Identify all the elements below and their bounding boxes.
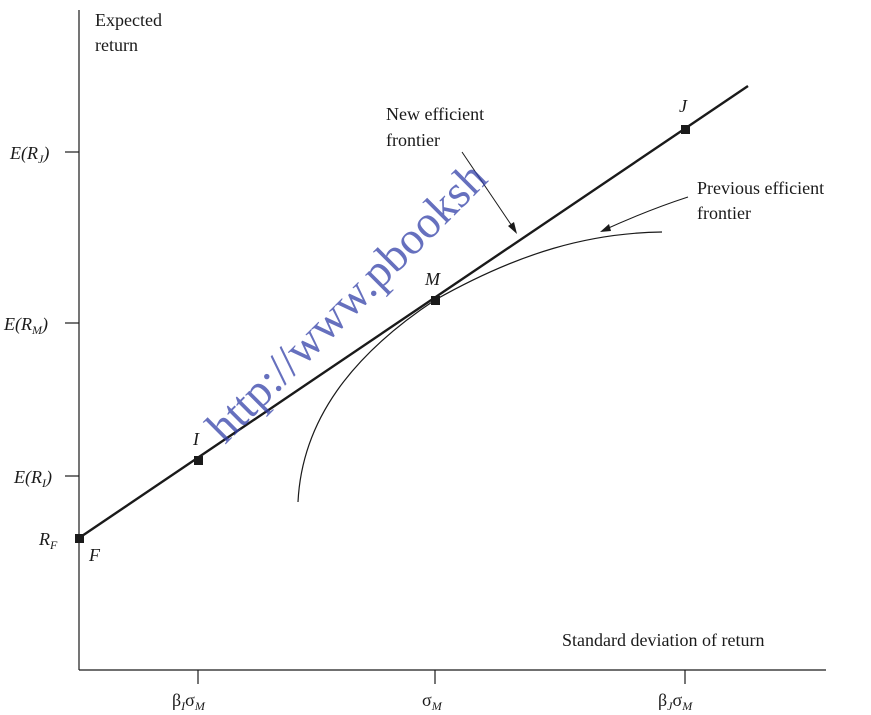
point-j-marker [681,125,690,134]
new-frontier-arrowhead [508,222,517,234]
point-i-label: I [192,429,200,449]
previous-frontier-arrow-shaft [603,196,689,231]
x-axis-title: Standard deviation of return [562,630,764,650]
previous-frontier-arrowhead [600,224,611,232]
x-tick-label-sigmam: σM [422,690,443,713]
y-axis-title-line2: return [95,35,138,55]
previous-frontier-annotation-line1: Previous efficient [697,178,824,198]
y-tick-label-erj: E(RJ) [9,143,49,166]
previous-frontier-annotation-line2: frontier [697,203,751,223]
y-axis-title-line1: Expected [95,10,162,30]
x-tick-label-betai-sigmam: βIσM [172,690,206,713]
point-m-marker [431,296,440,305]
point-f-label: F [88,545,101,565]
new-frontier-annotation-line1: New efficient [386,104,484,124]
watermark-text: http://www.pbooksh [196,152,497,453]
point-m-label: M [424,269,441,289]
point-f-marker [75,534,84,543]
new-frontier-arrow-shaft [461,151,515,230]
y-tick-label-rf: RF [38,529,58,552]
point-j-label: J [679,96,688,116]
x-tick-label-betaj-sigmam: βJσM [658,690,693,713]
y-tick-label-erm: E(RM) [3,314,48,337]
y-tick-label-eri: E(RI) [13,467,52,490]
new-frontier-annotation-line2: frontier [386,130,440,150]
new-efficient-frontier-line [78,85,749,539]
point-i-marker [194,456,203,465]
